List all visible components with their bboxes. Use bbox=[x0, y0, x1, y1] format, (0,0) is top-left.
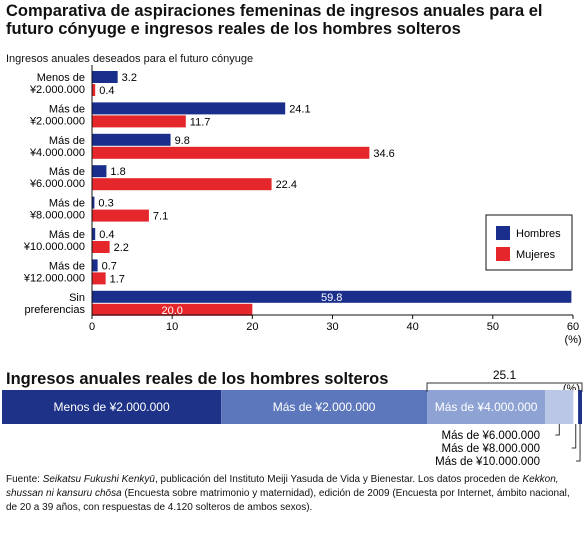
segment-label: Más de ¥4.000.000 bbox=[435, 400, 538, 414]
segment-label: Más de ¥2.000.000 bbox=[273, 400, 376, 414]
x-tick-label: 60 bbox=[567, 321, 579, 333]
chart2-svg: (%)Menos de ¥2.000.000 Más de ¥2.000.000 M… bbox=[2, 368, 583, 468]
x-tick-label: 50 bbox=[487, 321, 499, 333]
category-label: ¥12.000.000 bbox=[23, 272, 85, 284]
bar-hombres bbox=[92, 290, 572, 303]
data-label-hombres: 9.8 bbox=[175, 135, 190, 147]
source-rest: (Encuesta sobre matrimonio y maternidad)… bbox=[6, 488, 570, 513]
bar-hombres bbox=[92, 228, 96, 240]
bar-mujeres bbox=[92, 146, 370, 159]
category-label: Menos de bbox=[37, 72, 85, 84]
category-label: Más de bbox=[49, 229, 85, 241]
bar-mujeres bbox=[92, 272, 106, 285]
bar-hombres bbox=[92, 259, 98, 272]
bar-hombres bbox=[92, 133, 171, 146]
source-mid1: , publicación del Instituto Meiji Yasuda… bbox=[154, 474, 523, 485]
legend-label-hombres: Hombres bbox=[516, 228, 561, 240]
data-label-hombres: 0.4 bbox=[99, 229, 114, 241]
segment-label: Más de ¥10.000.000 bbox=[435, 456, 540, 468]
page-title: Comparativa de aspiraciones femeninas de… bbox=[6, 2, 543, 38]
stacked-segment bbox=[221, 390, 428, 424]
source-work1: Seikatsu Fukushi Kenkyū bbox=[42, 474, 155, 485]
category-label: ¥10.000.000 bbox=[23, 241, 85, 253]
data-label-mujeres: 7.1 bbox=[153, 211, 168, 223]
x-unit-label: (%) bbox=[564, 334, 581, 346]
segment-label: Más de ¥6.000.000 bbox=[442, 430, 540, 442]
legend-box bbox=[485, 214, 573, 271]
category-label: ¥2.000.000 bbox=[29, 115, 85, 127]
data-label-mujeres: 0.4 bbox=[99, 85, 114, 97]
bar-mujeres bbox=[92, 303, 253, 316]
bracket bbox=[426, 382, 583, 392]
source-note: Fuente: Seikatsu Fukushi Kenkyū, publica… bbox=[6, 473, 581, 515]
category-label: ¥6.000.000 bbox=[29, 178, 85, 190]
stacked-segment bbox=[2, 390, 222, 424]
x-tick-label: 10 bbox=[166, 321, 178, 333]
category-label: Más de bbox=[49, 135, 85, 147]
data-label-hombres: 3.2 bbox=[122, 72, 137, 84]
category-label: Sin bbox=[69, 292, 85, 304]
legend-swatch-hombres bbox=[496, 226, 510, 240]
bar-mujeres bbox=[92, 209, 149, 222]
source-prefix: Fuente: bbox=[6, 474, 43, 485]
chart2-title: Ingresos anuales reales de los hombres s… bbox=[6, 370, 389, 388]
data-label-hombres: 0.3 bbox=[98, 198, 113, 210]
segment-label: Más de ¥8.000.000 bbox=[442, 443, 540, 455]
data-label-mujeres: 1.7 bbox=[110, 273, 125, 285]
category-label: Más de bbox=[49, 198, 85, 210]
bar-mujeres bbox=[92, 241, 110, 253]
bar-hombres bbox=[92, 71, 118, 83]
x-tick-label: 30 bbox=[326, 321, 338, 333]
data-label-mujeres: 2.2 bbox=[114, 242, 129, 254]
leader-line bbox=[571, 424, 577, 449]
bar-mujeres bbox=[92, 178, 272, 191]
stacked-segment bbox=[427, 390, 546, 424]
data-label-hombres: 0.7 bbox=[102, 260, 117, 272]
leader-line bbox=[555, 424, 560, 436]
leader-line bbox=[576, 424, 581, 462]
x-tick-label: 0 bbox=[89, 321, 95, 333]
bar-mujeres bbox=[92, 115, 186, 128]
data-label-hombres: 1.8 bbox=[110, 166, 125, 178]
stacked-segment bbox=[545, 390, 574, 424]
stacked-segment bbox=[573, 390, 579, 424]
category-label: ¥8.000.000 bbox=[29, 210, 85, 222]
category-label: Más de bbox=[49, 260, 85, 272]
category-label: Más de bbox=[49, 166, 85, 178]
legend-label-mujeres: Mujeres bbox=[516, 249, 556, 261]
bar-hombres bbox=[92, 102, 286, 115]
data-label-mujeres: 11.7 bbox=[190, 116, 211, 128]
x-tick-label: 20 bbox=[246, 321, 258, 333]
bar-hombres bbox=[92, 165, 107, 178]
data-label-mujeres: 20.0 bbox=[161, 305, 182, 317]
source-work2: Kekkon, shussan ni kansuru chōsa bbox=[6, 474, 559, 499]
data-label-mujeres: 34.6 bbox=[373, 148, 394, 160]
category-label: ¥4.000.000 bbox=[29, 147, 85, 159]
segment-label: Menos de ¥2.000.000 bbox=[54, 400, 170, 414]
bar-mujeres bbox=[92, 84, 96, 96]
chart1-subtitle: Ingresos anuales deseados para el futuro… bbox=[6, 53, 254, 65]
data-label-mujeres: 22.4 bbox=[276, 179, 297, 191]
bracket-label: 25.1 bbox=[493, 368, 517, 382]
stacked-segment bbox=[578, 390, 582, 424]
legend-swatch-mujeres bbox=[496, 247, 510, 261]
data-label-hombres: 59.8 bbox=[321, 292, 342, 304]
category-label: ¥2.000.000 bbox=[29, 84, 85, 96]
category-label: preferencias bbox=[24, 304, 85, 316]
bar-hombres bbox=[92, 196, 95, 209]
data-label-hombres: 24.1 bbox=[289, 103, 310, 115]
category-label: Más de bbox=[49, 103, 85, 115]
x-tick-label: 40 bbox=[407, 321, 419, 333]
